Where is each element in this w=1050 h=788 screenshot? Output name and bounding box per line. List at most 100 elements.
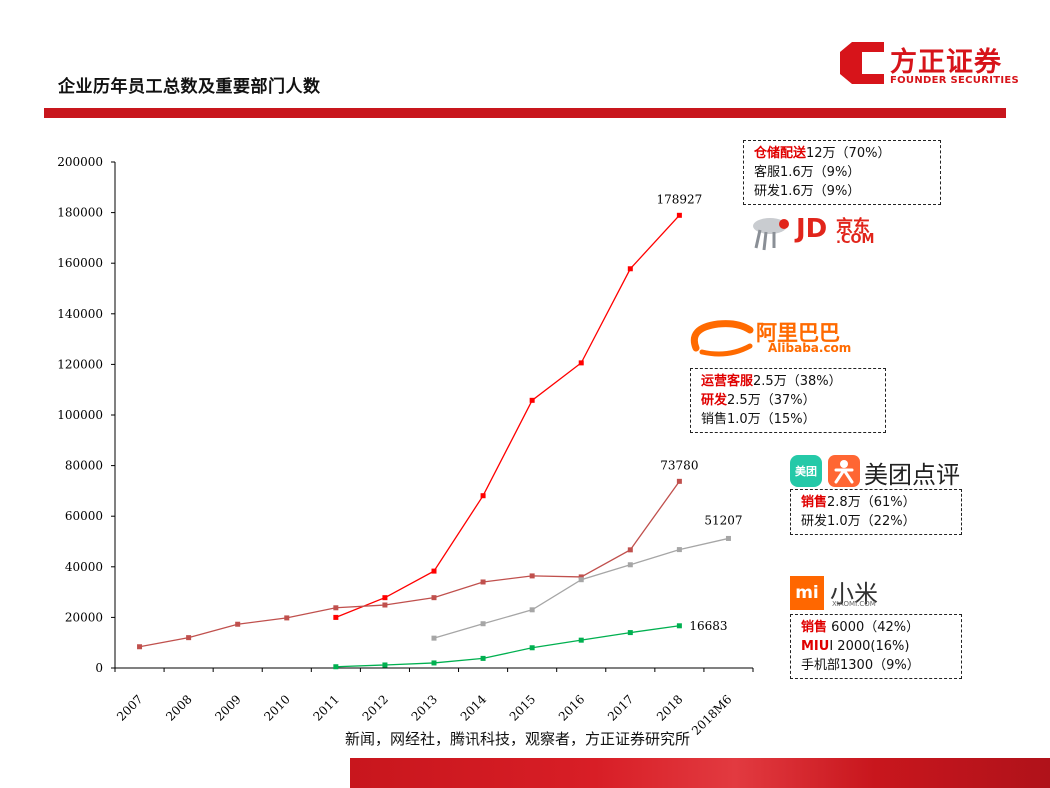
callout-line: 研发1.6万（9%）	[754, 184, 861, 199]
jd-logo-text: JD	[796, 214, 828, 244]
data-point	[529, 397, 535, 403]
y-tick-label: 80000	[65, 459, 103, 473]
alibaba-logo-en: Alibaba.com	[768, 341, 852, 355]
x-tick-label: 2018	[654, 692, 685, 723]
callout-line: 运营客服2.5万（38%）	[701, 374, 842, 389]
data-point	[627, 562, 633, 568]
x-tick-label: 2009	[212, 692, 243, 723]
x-tick-label: 2008	[163, 692, 194, 723]
series-line	[433, 537, 729, 639]
data-point	[627, 266, 633, 272]
data-point	[333, 664, 339, 670]
x-tick-label: 2013	[409, 692, 440, 723]
page-title: 企业历年员工总数及重要部门人数	[58, 77, 321, 97]
founder-logo-icon	[840, 42, 884, 84]
data-point	[529, 607, 535, 613]
alibaba-callout: 运营客服2.5万（38%） 研发2.5万（37%） 销售1.0万（15%）	[690, 368, 886, 433]
brand-name-en: FOUNDER SECURITIES	[890, 75, 1020, 86]
jd-dog-icon	[753, 218, 789, 251]
data-point	[333, 605, 339, 611]
data-point	[676, 623, 682, 629]
data-point	[333, 614, 339, 620]
x-tick-label: 2018M6	[689, 692, 735, 738]
data-point	[431, 595, 437, 601]
alibaba-swoosh-icon	[690, 320, 754, 357]
y-tick-label: 120000	[57, 357, 103, 371]
x-tick-label: 2017	[605, 692, 636, 723]
jd-logo-com: .COM	[836, 232, 875, 247]
source-note: 新闻，网经社，腾讯科技，观察者，方正证券研究所	[345, 730, 691, 748]
x-tick-label: 2012	[360, 692, 391, 723]
callout-line: 销售 6000（42%）	[801, 620, 920, 635]
callout-line: 销售1.0万（15%）	[701, 412, 816, 427]
data-point	[480, 579, 486, 585]
data-point	[480, 621, 486, 627]
data-point	[676, 212, 682, 218]
data-label: 73780	[660, 458, 698, 472]
data-point	[382, 662, 388, 668]
series-line	[139, 480, 680, 648]
y-tick-label: 180000	[57, 206, 103, 220]
y-tick-label: 140000	[57, 307, 103, 321]
data-point	[725, 535, 731, 541]
meituan-logo-text: 美团点评	[864, 461, 960, 489]
xiaomi-icon: mi	[790, 576, 824, 610]
data-point	[676, 547, 682, 553]
callout-line: MIUI 2000(16%)	[801, 639, 910, 654]
callout-line: 研发2.5万（37%）	[701, 393, 816, 408]
header-divider	[44, 108, 1006, 118]
data-point	[284, 615, 290, 621]
y-tick-label: 100000	[57, 408, 103, 422]
data-point	[431, 568, 437, 574]
data-point	[431, 660, 437, 666]
meituan-icon: 美团	[790, 455, 822, 487]
data-point	[578, 577, 584, 583]
data-point	[627, 630, 633, 636]
x-tick-label: 2015	[507, 692, 538, 723]
data-point	[382, 595, 388, 601]
data-point	[676, 478, 682, 484]
series-line	[335, 625, 680, 668]
meituan-callout: 销售2.8万（61%） 研发1.0万（22%）	[790, 489, 962, 535]
data-point	[529, 573, 535, 579]
data-point	[382, 602, 388, 608]
y-tick-label: 20000	[65, 610, 103, 624]
y-tick-label: 60000	[65, 509, 103, 523]
data-point	[137, 644, 143, 650]
data-point	[431, 635, 437, 641]
data-point	[235, 621, 241, 627]
alibaba-logo-cn: 阿里巴巴	[756, 321, 840, 345]
y-tick-label: 0	[95, 661, 103, 675]
callout-line: 销售2.8万（61%）	[801, 495, 916, 510]
xiaomi-logo-sub: XIAOMI.COM	[832, 600, 876, 608]
callout-line: 仓储配送12万（70%）	[754, 146, 891, 161]
x-tick-label: 2007	[114, 692, 145, 723]
data-label: 51207	[704, 513, 742, 527]
callout-line: 手机部1300（9%）	[801, 658, 920, 673]
dianping-icon	[828, 455, 860, 487]
series-line	[335, 214, 680, 619]
data-point	[186, 635, 192, 641]
data-point	[578, 637, 584, 643]
data-point	[529, 645, 535, 651]
data-label: 178927	[656, 192, 702, 206]
x-tick-label: 2010	[261, 692, 292, 723]
data-point	[480, 655, 486, 661]
data-point	[627, 547, 633, 553]
x-tick-label: 2014	[458, 692, 490, 724]
jd-callout: 仓储配送12万（70%） 客服1.6万（9%） 研发1.6万（9%）	[743, 140, 941, 205]
callout-line: 研发1.0万（22%）	[801, 514, 916, 529]
data-point	[578, 574, 584, 580]
x-tick-label: 2011	[310, 692, 341, 723]
footer-band	[350, 758, 1050, 788]
y-tick-label: 40000	[65, 560, 103, 574]
x-tick-label: 2016	[556, 692, 587, 723]
xiaomi-callout: 销售 6000（42%） MIUI 2000(16%) 手机部1300（9%）	[790, 614, 962, 679]
data-label: 16683	[689, 619, 727, 633]
brand-name-cn: 方正证券	[890, 47, 1002, 78]
callout-line: 客服1.6万（9%）	[754, 165, 861, 180]
xiaomi-logo-text: 小米	[830, 580, 878, 608]
y-tick-label: 200000	[57, 155, 103, 169]
data-point	[480, 493, 486, 499]
